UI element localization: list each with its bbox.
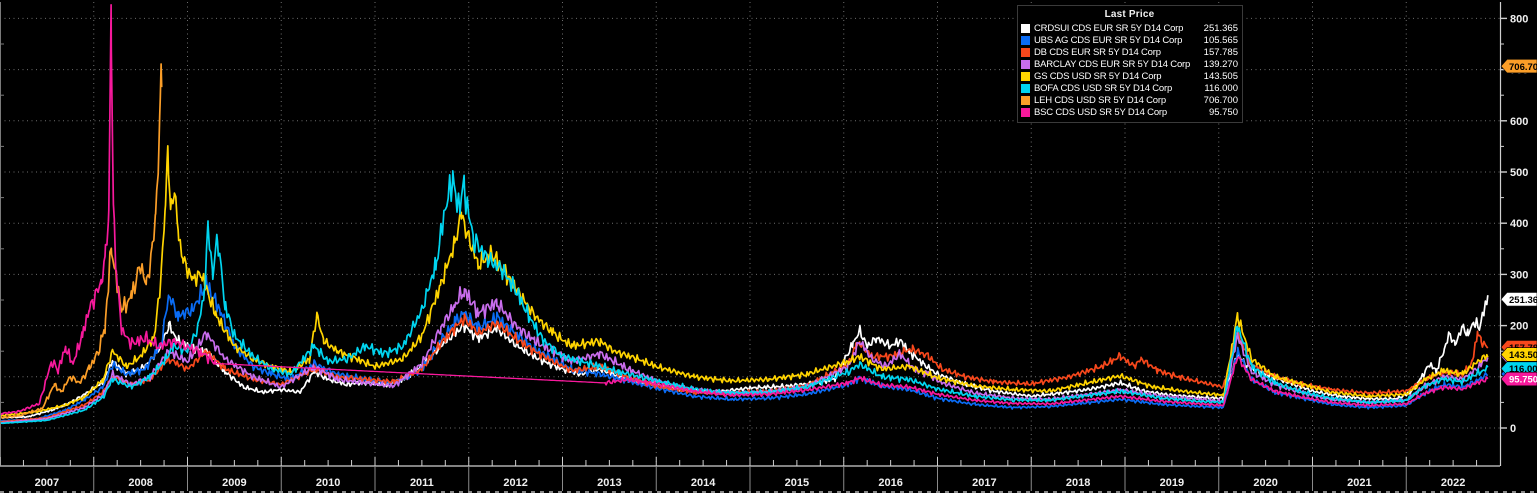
y-axis-tick-label: 800 [1510,13,1528,25]
price-tag-value: 251.365 [1509,295,1537,306]
y-axis-tick-label: 500 [1510,167,1528,179]
legend-last-price: 105.565 [1203,34,1238,46]
chart-legend: Last Price CRDSUI CDS EUR SR 5Y D14 Corp… [1017,5,1243,123]
x-axis-year-label: 2011 [410,477,434,489]
legend-swatch-icon [1021,23,1030,33]
legend-swatch-icon [1021,84,1030,94]
legend-items: CRDSUI CDS EUR SR 5Y D14 Corp 251.365 UBS … [1021,22,1238,119]
legend-last-price: 95.750 [1208,107,1238,119]
x-axis-year-label: 2010 [316,477,340,489]
legend-swatch-icon [1021,47,1030,57]
legend-swatch-icon [1021,59,1030,69]
x-axis-year-label: 2021 [1347,477,1371,489]
x-axis-year-label: 2022 [1441,477,1465,489]
legend-swatch-icon [1021,108,1030,118]
legend-title: Last Price [1104,9,1155,20]
x-axis-year-label: 2019 [1160,477,1184,489]
y-axis-tick-label: 0 [1510,423,1516,435]
price-tag-value: 116.000 [1509,364,1537,375]
x-axis-year-label: 2015 [785,477,809,489]
legend-swatch-icon [1021,71,1030,81]
legend-last-price: 139.270 [1203,58,1238,70]
x-axis-year-label: 2018 [1066,477,1090,489]
x-axis-year-label: 2017 [972,477,996,489]
y-axis-tick-label: 300 [1510,269,1528,281]
legend-swatch-icon [1021,35,1030,45]
price-tag-value: 706.700 [1509,62,1537,73]
y-axis-tick-label: 200 [1510,321,1528,333]
legend-item[interactable]: UBS AG CDS EUR SR 5Y D14 Corp 105.565 [1021,34,1238,46]
legend-item[interactable]: LEH CDS USD SR 5Y D14 Corp 706.700 [1021,95,1238,107]
x-axis-year-label: 2020 [1253,477,1277,489]
legend-series-name: GS CDS USD SR 5Y D14 Corp [1034,70,1162,82]
legend-swatch-icon [1021,96,1030,106]
series-line [0,145,1489,417]
legend-item[interactable]: CRDSUI CDS EUR SR 5Y D14 Corp 251.365 [1021,22,1238,34]
legend-item[interactable]: BARCLAY CDS EUR SR 5Y D14 Corp 139.270 [1021,58,1238,70]
legend-item[interactable]: DB CDS EUR SR 5Y D14 Corp 157.785 [1021,46,1238,58]
x-axis-year-label: 2014 [691,477,716,489]
series-line [603,356,1489,408]
series-line [0,63,163,419]
series-line [0,286,1489,424]
legend-last-price: 143.505 [1203,70,1238,82]
series-line [0,295,1489,419]
price-tag: 143.505 [1500,347,1537,362]
legend-last-price: 157.785 [1203,46,1238,58]
price-tag: 95.750 [1500,371,1537,387]
series-line [215,362,605,384]
legend-item[interactable]: GS CDS USD SR 5Y D14 Corp 143.505 [1021,70,1238,82]
legend-last-price: 706.700 [1203,95,1238,107]
legend-last-price: 116.000 [1204,83,1238,95]
legend-series-name: CRDSUI CDS EUR SR 5Y D14 Corp [1034,22,1184,34]
legend-last-price: 251.365 [1203,22,1238,34]
legend-series-name: BOFA CDS USD SR 5Y D14 Corp [1034,83,1173,95]
x-axis-year-label: 2007 [35,477,59,489]
price-tag-value: 95.750 [1509,375,1537,386]
price-tag: 706.700 [1500,59,1537,74]
price-tag: 251.365 [1500,292,1537,307]
series-line [0,3,217,416]
price-tag-value: 143.505 [1509,350,1537,361]
x-axis-year-label: 2012 [503,477,527,489]
x-axis-year-label: 2008 [128,477,152,489]
legend-item[interactable]: BSC CDS USD SR 5Y D14 Corp 95.750 [1021,107,1238,119]
legend-item[interactable]: BOFA CDS USD SR 5Y D14 Corp 116.000 [1021,82,1238,94]
legend-series-name: BSC CDS USD SR 5Y D14 Corp [1034,107,1167,119]
grid [0,2,1500,466]
price-tags: 251.365105.565157.785139.270143.505116.0… [1500,59,1537,387]
y-axis-tick-label: 600 [1510,116,1528,128]
y-axis-tick-label: 400 [1510,218,1528,230]
legend-series-name: DB CDS EUR SR 5Y D14 Corp [1034,46,1161,58]
x-axis-year-label: 2016 [878,477,902,489]
series-lines [0,3,1489,425]
legend-series-name: LEH CDS USD SR 5Y D14 Corp [1034,95,1166,107]
legend-series-name: BARCLAY CDS EUR SR 5Y D14 Corp [1034,58,1191,70]
x-axis-year-label: 2013 [597,477,621,489]
legend-series-name: UBS AG CDS EUR SR 5Y D14 Corp [1034,34,1183,46]
x-axis-year-label: 2009 [222,477,246,489]
